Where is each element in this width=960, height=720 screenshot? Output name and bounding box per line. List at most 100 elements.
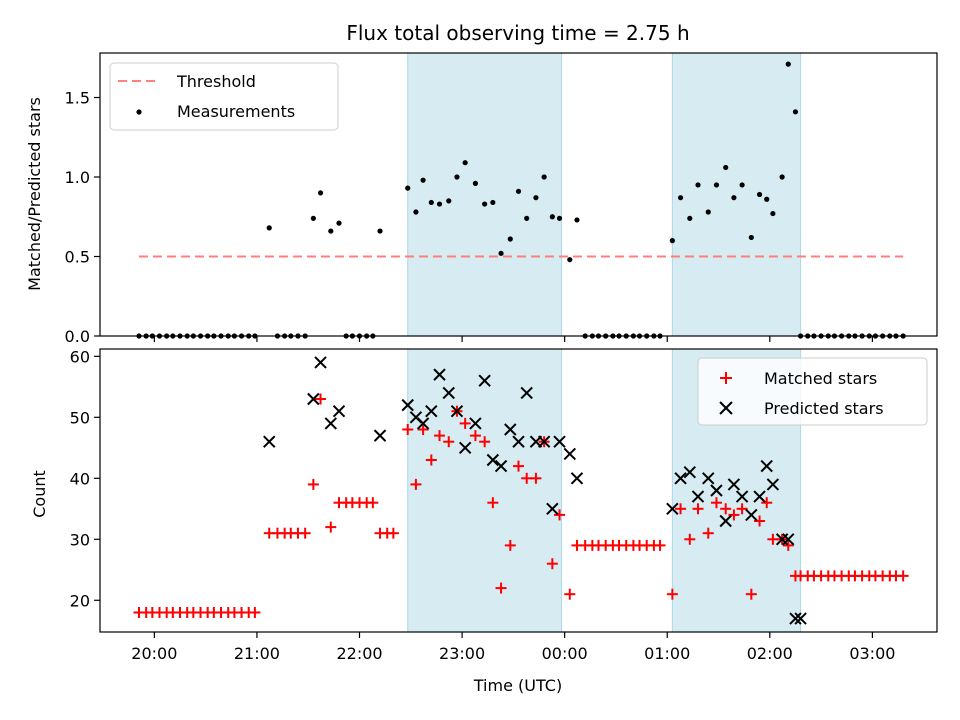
predicted-star-marker [504, 423, 517, 436]
top-plot-frame [99, 52, 938, 337]
measurement-point [428, 199, 434, 206]
measurement-point [266, 225, 272, 231]
matched-star-marker [513, 460, 524, 472]
matched-star-marker [702, 527, 714, 539]
measurement-point [462, 160, 468, 166]
measurement-point [739, 182, 745, 188]
top-legend-frame [109, 62, 339, 131]
predicted-star-marker [683, 465, 697, 479]
measurement-point [541, 174, 547, 180]
matched-star-marker [897, 570, 909, 582]
legend-measurements-label: Measurements [177, 102, 295, 121]
predicted-star-marker [570, 472, 584, 485]
measurement-point [567, 257, 573, 263]
y-tick-label: 1.5 [65, 89, 90, 108]
bottom-legend-frame [697, 357, 928, 426]
predicted-star-marker [520, 386, 533, 400]
matched-star-marker [564, 588, 576, 600]
measurement-point [472, 180, 479, 186]
predicted-star-marker [735, 490, 749, 503]
measurement-point [490, 199, 496, 206]
measurement-point [669, 238, 675, 244]
matched-star-marker [425, 454, 437, 466]
measurement-point [785, 61, 791, 67]
measurement-point [436, 201, 443, 207]
matched-star-marker [782, 539, 794, 551]
measurement-point [748, 234, 754, 241]
matched-star-marker [720, 503, 732, 515]
predicted-stars-points [263, 356, 807, 625]
matched-star-marker [675, 503, 687, 515]
measurement-point [317, 190, 324, 196]
measurement-point [405, 185, 411, 191]
top-y-ticks: 0.0 0.5 1.0 1.5 [65, 89, 100, 346]
matched-star-marker [249, 606, 261, 618]
measurement-point [413, 209, 419, 215]
legend-matched-swatch [720, 372, 732, 384]
matched-star-marker [554, 509, 566, 521]
predicted-star-marker [727, 478, 741, 491]
x-tick-label: 22:00 [336, 644, 382, 663]
measurement-point [336, 220, 342, 226]
measurement-point [533, 195, 539, 201]
predicted-star-marker [512, 435, 525, 448]
bottom-y-axis-label: Count [30, 470, 49, 518]
predicted-star-marker [546, 502, 559, 516]
matched-star-marker [692, 503, 704, 515]
matched-star-marker [479, 436, 491, 448]
top-shaded-intervals [407, 52, 802, 337]
x-tick-label: 21:00 [234, 644, 280, 663]
legend-predicted-swatch [719, 401, 733, 415]
predicted-star-marker [469, 417, 482, 430]
y-tick-label: 40 [70, 469, 90, 488]
predicted-star-marker [433, 368, 446, 381]
y-tick-label: 50 [70, 408, 90, 427]
matched-star-marker [417, 424, 429, 436]
predicted-star-marker [425, 405, 438, 418]
shaded-interval [671, 52, 802, 337]
measurement-point [731, 195, 737, 201]
measurement-point [515, 188, 522, 194]
predicted-star-marker [745, 508, 758, 522]
predicted-star-marker [789, 612, 802, 625]
y-tick-label: 30 [70, 530, 90, 549]
measurement-point [779, 174, 785, 180]
legend-matched-label: Matched stars [764, 369, 877, 388]
predicted-star-marker [494, 459, 508, 473]
predicted-star-marker [416, 417, 430, 430]
predicted-star-marker [537, 435, 551, 448]
matched-star-marker [402, 424, 414, 436]
top-y-axis-label: Matched/Predicted stars [25, 97, 44, 291]
bottom-x-ticks: 20:00 21:00 22:00 23:00 00:00 01:00 02:00 03:00 [131, 632, 895, 663]
x-tick-label: 20:00 [131, 644, 177, 663]
predicted-star-marker [324, 417, 337, 430]
measurement-point [328, 228, 334, 234]
legend-predicted-label: Predicted stars [764, 399, 884, 418]
measurement-point [574, 217, 580, 223]
matched-star-marker [767, 533, 779, 545]
measurement-point [677, 195, 684, 201]
measurement-point [507, 236, 513, 242]
measurement-point [446, 198, 452, 204]
matched-star-marker [728, 509, 740, 521]
predicted-star-marker [719, 514, 732, 528]
shaded-interval [407, 52, 563, 337]
top-panel: 0.0 0.5 1.0 1.5 Matched/Predicted stars Thr… [25, 52, 938, 346]
matched-star-marker [710, 497, 722, 509]
matched-star-marker [666, 588, 678, 600]
matched-star-marker [469, 430, 481, 442]
measurement-point [420, 177, 426, 183]
matched-star-marker [443, 436, 455, 448]
matched-star-marker [495, 582, 507, 594]
predicted-star-marker [307, 392, 320, 406]
x-tick-label: 03:00 [849, 644, 895, 663]
bottom-plot-frame [99, 348, 938, 633]
chart-title: Flux total observing time = 2.75 h [346, 21, 689, 45]
measurement-point [482, 201, 488, 207]
predicted-star-marker [314, 356, 327, 369]
matched-star-marker [487, 497, 499, 509]
matched-star-marker [521, 472, 533, 484]
measurement-point [695, 182, 701, 188]
predicted-star-marker [486, 453, 500, 467]
matched-star-marker [654, 539, 666, 551]
